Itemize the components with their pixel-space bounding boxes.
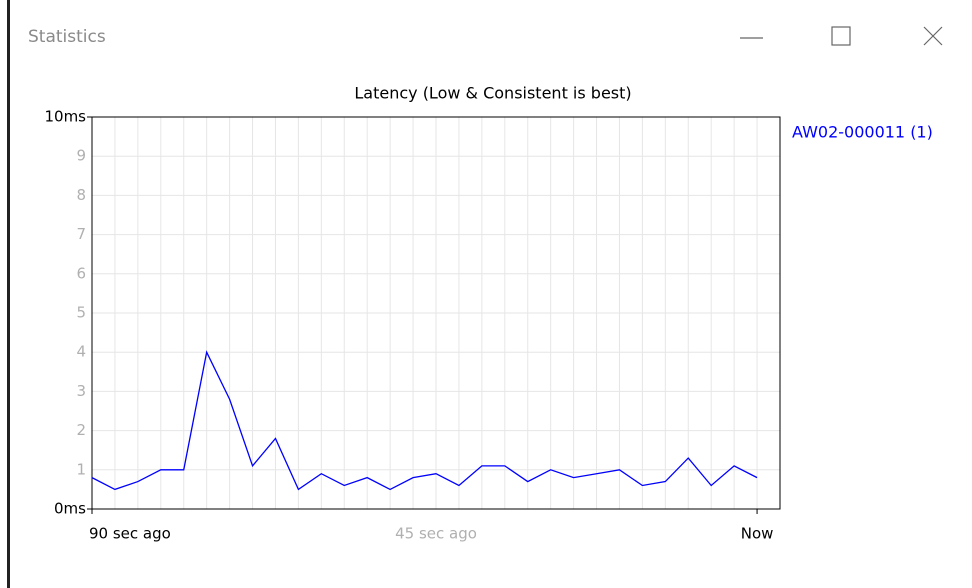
window-title: Statistics — [28, 27, 106, 47]
y-tick-label: 2 — [76, 421, 86, 439]
maximize-button[interactable] — [831, 26, 851, 46]
y-tick-label: 0ms — [54, 500, 86, 518]
legend-entry: AW02-000011 (1) — [792, 123, 933, 142]
y-tick-label: 8 — [76, 186, 86, 204]
y-tick-label: 3 — [76, 382, 86, 400]
plot-frame — [91, 116, 781, 510]
window-border — [7, 0, 10, 588]
x-tick-label: 90 sec ago — [89, 525, 171, 543]
y-tick-label: 7 — [76, 225, 86, 243]
x-tick-label: Now — [741, 525, 774, 543]
y-tick-label: 9 — [76, 147, 86, 165]
y-tick-label: 4 — [76, 343, 86, 361]
x-tick-label: 45 sec ago — [395, 525, 477, 543]
y-tick-label: 6 — [76, 264, 86, 282]
y-tick-label: 5 — [76, 304, 86, 322]
close-button[interactable] — [923, 26, 943, 46]
y-tick-label: 1 — [76, 460, 86, 478]
chart-title: Latency (Low & Consistent is best) — [354, 84, 631, 103]
latency-line — [91, 350, 758, 491]
y-tick-label: 10ms — [44, 108, 86, 126]
